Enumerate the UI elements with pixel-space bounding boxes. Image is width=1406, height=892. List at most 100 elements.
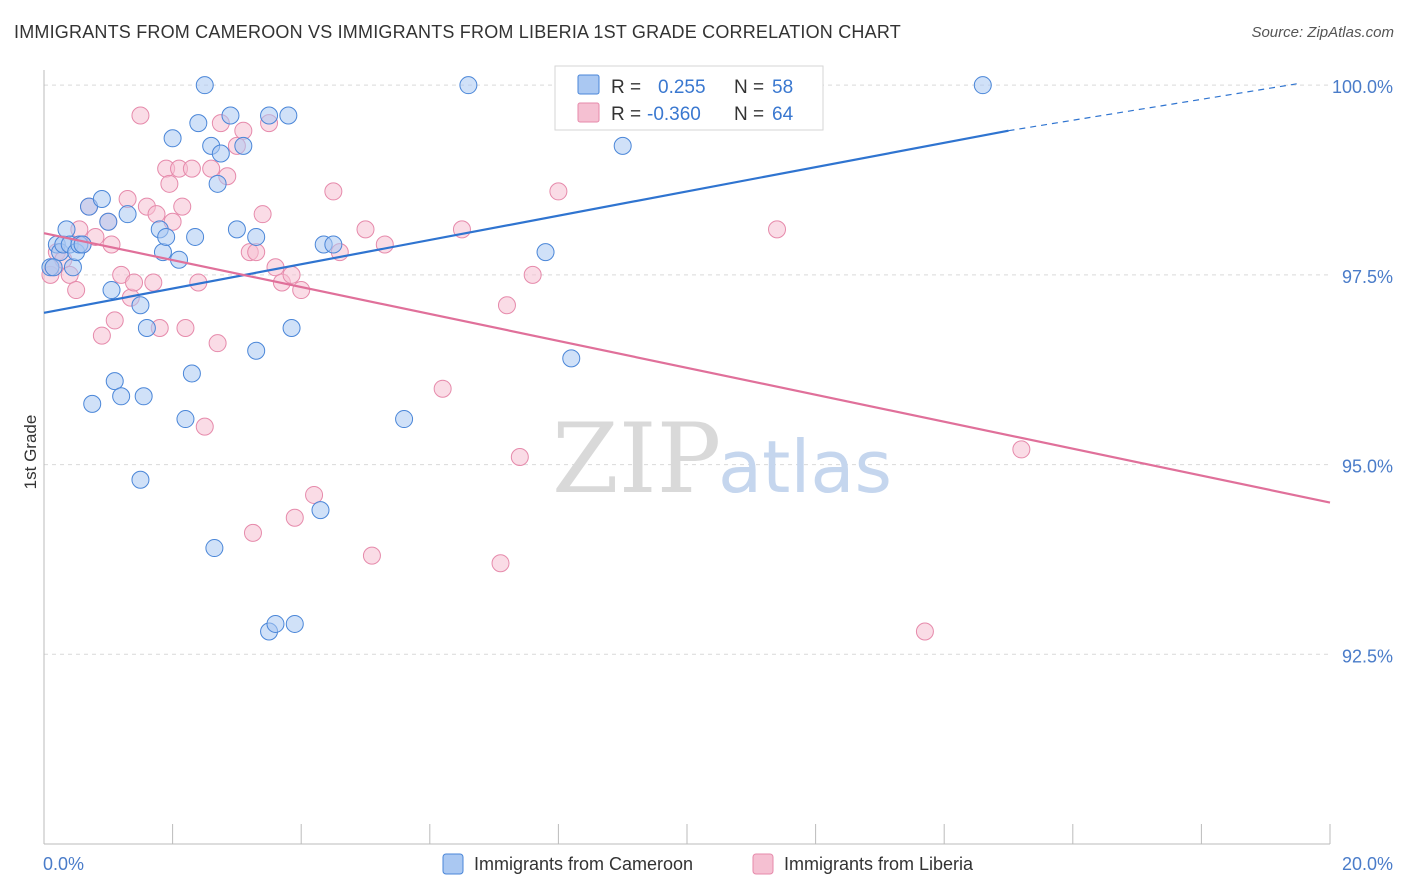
cameroon-point: [157, 227, 176, 246]
liberia-point: [356, 220, 375, 239]
stats-r-label-cameroon: R =: [611, 77, 641, 98]
liberia-trend-line: [43, 232, 1331, 504]
cameroon-point: [186, 227, 205, 246]
stats-swatch-cameroon: [577, 74, 600, 95]
axes: [43, 70, 1331, 845]
x-tick-label-max: 20.0%: [1342, 854, 1393, 874]
liberia-point: [768, 220, 787, 239]
liberia-point: [247, 243, 266, 262]
cameroon-point: [44, 258, 63, 277]
liberia-point: [173, 197, 192, 216]
cameroon-point: [208, 174, 227, 193]
liberia-point: [549, 182, 568, 201]
liberia-point: [102, 235, 121, 254]
cameroon-point: [131, 470, 150, 489]
cameroon-point: [324, 235, 343, 254]
cameroon-point: [247, 341, 266, 360]
liberia-point: [92, 326, 111, 345]
watermark-atlas: atlas: [718, 425, 892, 509]
cameroon-point: [260, 106, 279, 125]
liberia-point: [253, 205, 272, 224]
liberia-point: [202, 159, 221, 178]
legend-swatch-liberia: [752, 853, 774, 875]
trend-lines: [43, 83, 1331, 504]
legend: Immigrants from Cameroon Immigrants from…: [442, 853, 974, 875]
legend-label-liberia: Immigrants from Liberia: [784, 854, 974, 874]
cameroon-point: [163, 129, 182, 148]
y-tick-label: 100.0%: [1332, 77, 1393, 97]
liberia-point: [362, 546, 381, 565]
stats-r-label-liberia: R =: [611, 104, 641, 125]
liberia-point: [433, 379, 452, 398]
x-tick-label-min: 0.0%: [43, 854, 84, 874]
cameroon-point: [234, 136, 253, 155]
cameroon-point: [102, 281, 121, 300]
y-tick-label: 95.0%: [1342, 457, 1393, 477]
cameroon-point: [282, 319, 301, 337]
cameroon-point: [562, 349, 581, 368]
cameroon-point: [285, 614, 304, 633]
liberia-point: [523, 265, 542, 284]
source-attribution: Source: ZipAtlas.com: [1251, 24, 1394, 41]
gridlines: [44, 84, 1330, 655]
cameroon-point: [131, 296, 150, 315]
cameroon-point: [112, 387, 131, 406]
stats-n-label-cameroon: N =: [734, 77, 764, 98]
liberia-point: [118, 190, 137, 208]
liberia-point: [131, 106, 150, 125]
stats-n-label-liberia: N =: [734, 104, 764, 125]
liberia-point: [292, 281, 311, 300]
liberia-point: [208, 334, 227, 353]
cameroon-point: [83, 394, 102, 413]
cameroon-point: [189, 114, 208, 133]
liberia-point: [105, 311, 124, 330]
cameroon-point: [973, 76, 992, 95]
cameroon-point: [279, 106, 298, 125]
y-axis-title: 1st Grade: [21, 415, 40, 490]
cameroon-point: [105, 372, 124, 391]
cameroon-point: [536, 243, 555, 262]
cameroon-point: [395, 410, 414, 429]
liberia-point: [67, 281, 86, 300]
cameroon-point: [99, 212, 118, 231]
cameroon-point: [92, 190, 111, 208]
liberia-point: [915, 622, 934, 641]
legend-swatch-cameroon: [442, 853, 464, 875]
legend-label-cameroon: Immigrants from Cameroon: [474, 854, 693, 874]
liberia-point: [147, 205, 166, 224]
cameroon-point: [73, 235, 92, 254]
liberia-point: [195, 417, 214, 436]
liberia-point: [305, 485, 324, 504]
cameroon-point: [176, 410, 195, 429]
liberia-point: [497, 296, 516, 315]
cameroon-point: [195, 76, 214, 95]
watermark-zip: ZIP: [552, 403, 721, 515]
stats-swatch-liberia: [577, 102, 600, 123]
stats-box: R = 0.255 N = 58 R = -0.360 N = 64: [554, 65, 824, 131]
cameroon-point: [205, 539, 224, 558]
cameroon-point: [266, 614, 285, 633]
cameroon-trend-line: [43, 129, 1009, 314]
stats-box-frame: [554, 65, 824, 131]
liberia-point: [176, 319, 195, 337]
series-liberia-points: [41, 76, 1031, 641]
liberia-point: [144, 273, 163, 292]
cameroon-point: [57, 220, 76, 239]
stats-r-value-liberia: -0.360: [647, 104, 701, 125]
cameroon-point: [182, 364, 201, 383]
liberia-point: [125, 273, 144, 292]
cameroon-point: [247, 227, 266, 246]
cameroon-point: [137, 319, 156, 337]
liberia-point: [491, 554, 510, 573]
liberia-point: [243, 523, 262, 542]
stats-n-value-liberia: 64: [772, 104, 794, 125]
cameroon-trend-extension: [1008, 83, 1298, 132]
liberia-point: [324, 182, 343, 201]
cameroon-point: [63, 258, 82, 277]
liberia-point: [510, 448, 529, 466]
cameroon-point: [227, 220, 246, 239]
cameroon-point: [613, 136, 632, 155]
y-tick-labels: 100.0% 97.5% 95.0% 92.5%: [1332, 77, 1393, 666]
stats-r-value-cameroon: 0.255: [658, 77, 706, 98]
